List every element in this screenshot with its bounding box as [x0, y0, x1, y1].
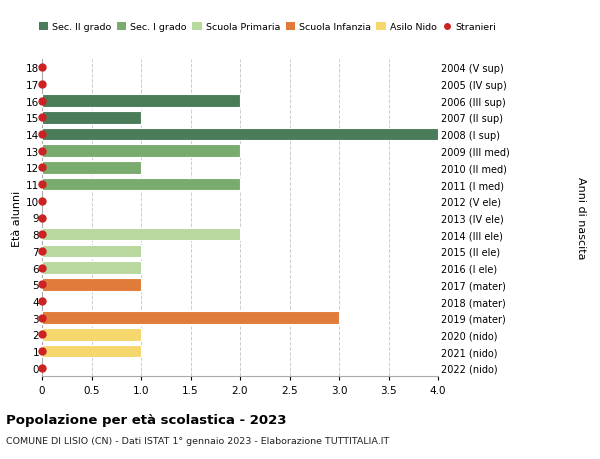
Bar [42, 345, 141, 358]
Point [37, 281, 47, 288]
Bar [42, 262, 141, 274]
Bar [42, 329, 141, 341]
Point [37, 81, 47, 88]
Point [37, 364, 47, 372]
Point [37, 314, 47, 322]
Point [37, 248, 47, 255]
Bar [42, 112, 141, 124]
Y-axis label: Anni di nascita: Anni di nascita [576, 177, 586, 259]
Text: Popolazione per età scolastica - 2023: Popolazione per età scolastica - 2023 [6, 413, 287, 426]
Point [37, 214, 47, 222]
Point [37, 164, 47, 172]
Point [37, 198, 47, 205]
Bar [42, 145, 240, 157]
Bar [42, 95, 240, 107]
Bar [42, 279, 141, 291]
Point [37, 64, 47, 72]
Bar [42, 179, 240, 191]
Point [37, 298, 47, 305]
Point [37, 114, 47, 122]
Point [37, 181, 47, 188]
Point [37, 331, 47, 338]
Bar [42, 162, 141, 174]
Legend: Sec. II grado, Sec. I grado, Scuola Primaria, Scuola Infanzia, Asilo Nido, Stran: Sec. II grado, Sec. I grado, Scuola Prim… [39, 23, 496, 33]
Point [37, 231, 47, 238]
Bar [42, 312, 339, 325]
Bar [42, 245, 141, 257]
Point [37, 131, 47, 138]
Bar [42, 129, 438, 141]
Point [37, 264, 47, 272]
Y-axis label: Età alunni: Età alunni [12, 190, 22, 246]
Text: COMUNE DI LISIO (CN) - Dati ISTAT 1° gennaio 2023 - Elaborazione TUTTITALIA.IT: COMUNE DI LISIO (CN) - Dati ISTAT 1° gen… [6, 436, 389, 445]
Point [37, 148, 47, 155]
Bar [42, 229, 240, 241]
Point [37, 348, 47, 355]
Point [37, 98, 47, 105]
